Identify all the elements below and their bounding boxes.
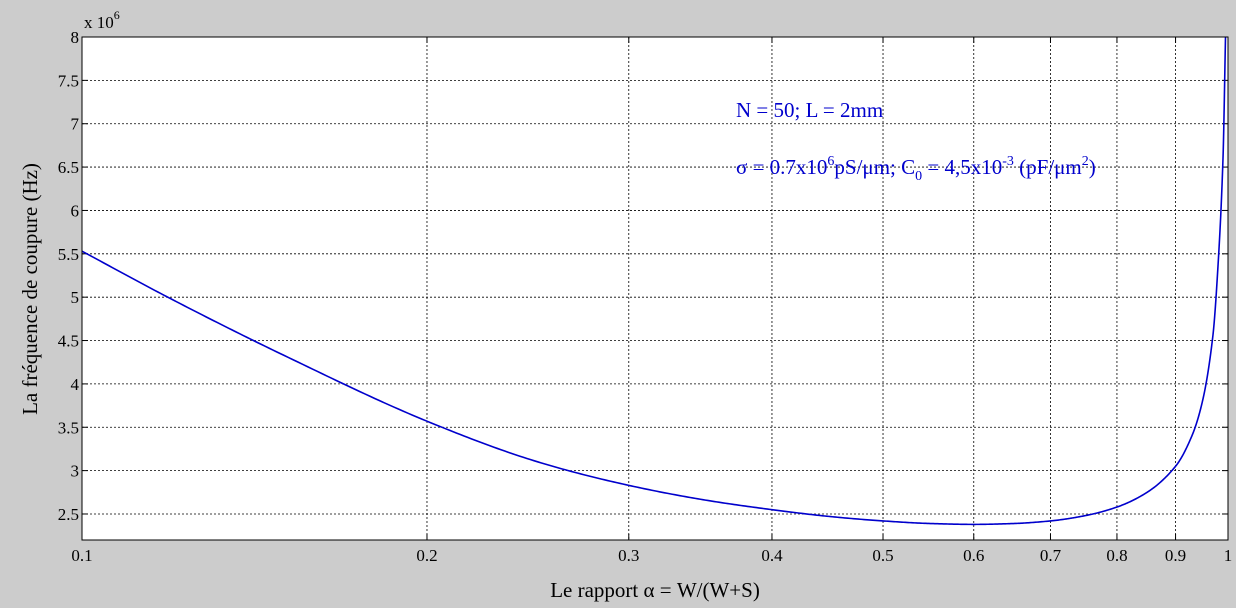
y-tick-label: 6	[71, 201, 80, 220]
annotation-line-2: σ = 0.7x106pS/μm; C0 = 4,5x10-3 (pF/μm2)	[736, 154, 1096, 184]
x-tick-label: 0.5	[872, 546, 893, 565]
x-tick-label: 0.1	[71, 546, 92, 565]
y-tick-label: 3.5	[58, 418, 79, 437]
x-tick-labels: 0.1 0.2 0.3 0.4 0.5 0.6 0.7 0.8 0.9 1	[71, 546, 1232, 565]
x-tick-label: 0.7	[1040, 546, 1062, 565]
x-tick-label: 1	[1224, 546, 1233, 565]
plot-frame	[81, 36, 1229, 541]
x-tick-label: 0.9	[1165, 546, 1186, 565]
x-gridlines	[81, 37, 1229, 540]
y-gridlines	[82, 36, 1228, 515]
x-tick-label: 0.8	[1106, 546, 1127, 565]
y-tick-label: 5	[71, 288, 80, 307]
y-tick-label: 8	[71, 28, 80, 47]
y-tick-labels: 2.5 3 3.5 4 4.5 5 5.5 6 6.5 7 7.5 8	[58, 28, 80, 524]
y-axis-label: La fréquence de coupure (Hz)	[18, 163, 42, 415]
frequency-curve	[81, 36, 1227, 526]
annotation-line-1: N = 50; L = 2mm	[736, 98, 883, 122]
x-tick-label: 0.3	[618, 546, 639, 565]
y-tick-label: 4.5	[58, 332, 79, 351]
y-tick-label: 7	[71, 115, 80, 134]
y-tick-label: 6.5	[58, 158, 79, 177]
x-tick-label: 0.2	[416, 546, 437, 565]
x-tick-label: 0.6	[963, 546, 984, 565]
x-axis-label: Le rapport α = W/(W+S)	[550, 578, 760, 602]
y-tick-label: 5.5	[58, 245, 79, 264]
y-multiplier: x 106	[84, 8, 120, 32]
y-tick-label: 2.5	[58, 505, 79, 524]
x-tick-label: 0.4	[761, 546, 783, 565]
y-tick-label: 7.5	[58, 71, 79, 90]
y-tick-label: 3	[71, 462, 80, 481]
plot-area	[82, 37, 1228, 540]
y-tick-label: 4	[71, 375, 80, 394]
